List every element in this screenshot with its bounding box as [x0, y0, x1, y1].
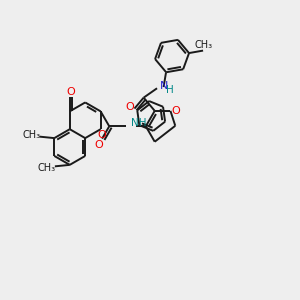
- Text: O: O: [171, 106, 180, 116]
- Text: N: N: [160, 82, 168, 92]
- Text: CH₃: CH₃: [38, 163, 56, 172]
- Text: O: O: [94, 140, 103, 150]
- Text: NH: NH: [131, 118, 146, 128]
- Text: O: O: [97, 130, 106, 140]
- Text: CH₃: CH₃: [194, 40, 212, 50]
- Text: O: O: [67, 87, 76, 97]
- Text: H: H: [166, 85, 174, 95]
- Text: O: O: [126, 102, 134, 112]
- Text: CH₃: CH₃: [22, 130, 40, 140]
